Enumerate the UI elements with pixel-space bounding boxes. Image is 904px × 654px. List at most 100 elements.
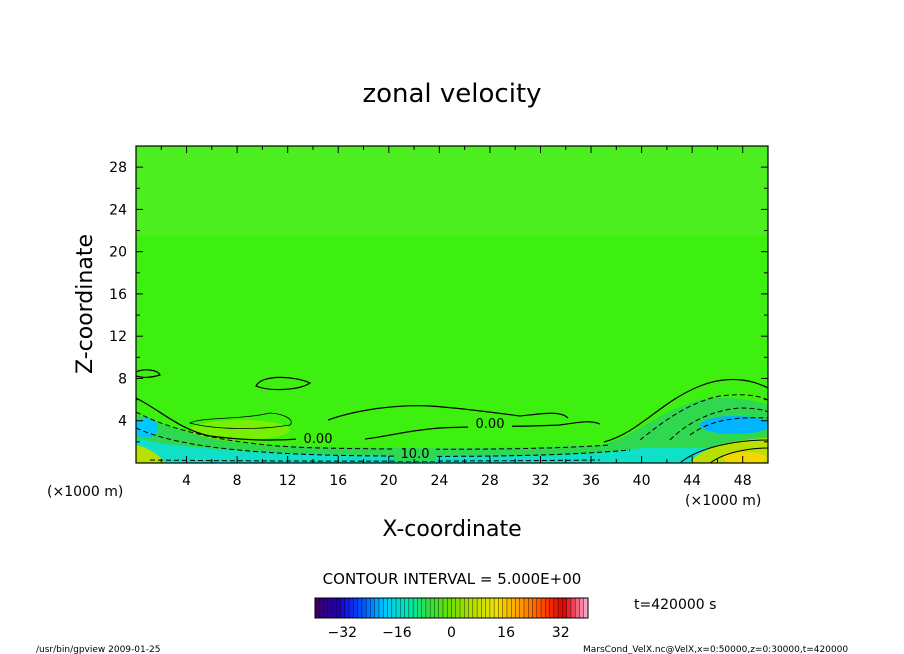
x-tick-label: 20 — [380, 473, 398, 489]
colorbar-segment — [524, 598, 529, 618]
colorbar-tick-label: 32 — [552, 625, 570, 641]
y-tick-label: 28 — [109, 160, 127, 176]
x-tick-label: 16 — [329, 473, 347, 489]
x-tick-label: 28 — [481, 473, 499, 489]
colorbar-segment — [468, 598, 474, 618]
colorbar-segment — [541, 598, 546, 618]
colorbar-segment — [417, 598, 422, 618]
colorbar-segment — [566, 598, 572, 618]
contour-label-bg-2 — [468, 418, 512, 431]
colorbar-segment — [349, 598, 354, 618]
colorbar-segment — [562, 598, 567, 618]
x-tick-label: 12 — [279, 473, 297, 489]
contour-field: 0.00 0.00 10.0 — [136, 146, 768, 463]
x-tick-label: 40 — [633, 473, 651, 489]
y-tick-label: 24 — [109, 202, 127, 218]
colorbar-segment — [489, 598, 495, 618]
colorbar-segment — [366, 598, 371, 618]
colorbar-segment — [447, 598, 452, 618]
contour-label-2: 0.00 — [476, 417, 505, 432]
colorbar-segment — [549, 598, 555, 618]
colorbar-segment — [455, 598, 461, 618]
contour-label-bg-3 — [394, 448, 436, 461]
colorbar-segment — [460, 598, 465, 618]
y-tick-label: 8 — [118, 371, 127, 387]
colorbar-segment — [332, 598, 337, 618]
colorbar-segment — [434, 598, 440, 618]
colorbar-segment — [477, 598, 482, 618]
footer-right: MarsCond_VelX.nc@VelX,x=0:50000,z=0:3000… — [583, 645, 848, 654]
colorbar-segment — [340, 598, 346, 618]
jet-core-right — [700, 416, 768, 434]
jet-core-left — [136, 418, 158, 438]
pos-contour-right — [679, 439, 768, 463]
colorbar-segment — [502, 598, 508, 618]
chart-title: zonal velocity — [362, 79, 541, 109]
y-tick-label: 20 — [109, 245, 127, 261]
colorbar — [314, 598, 589, 618]
colorbar-segment — [558, 598, 563, 618]
neg-contour-15 — [149, 459, 601, 462]
colorbar-segment — [353, 598, 358, 618]
positive-core-right — [723, 452, 767, 463]
colorbar-segment — [494, 598, 499, 618]
warm-patch-left — [190, 420, 290, 440]
colorbar-segment — [315, 598, 320, 618]
footer-left: /usr/bin/gpview 2009-01-25 — [36, 645, 160, 654]
contour-interval-text: CONTOUR INTERVAL = 5.000E+00 — [323, 570, 582, 588]
neg-contour-right-1 — [639, 394, 768, 441]
colorbar-segment — [511, 598, 516, 618]
colorbar-segment — [519, 598, 525, 618]
colorbar-segment — [583, 598, 589, 618]
colorbar-segment — [404, 598, 410, 618]
colorbar-segment — [472, 598, 478, 618]
colorbar-segment — [387, 598, 393, 618]
colorbar-segment — [336, 598, 341, 618]
contour-label-bg-1 — [296, 432, 340, 446]
zero-contour-upper — [327, 405, 569, 421]
positive-region-bottom-left — [136, 445, 165, 463]
colorbar-segment — [374, 598, 380, 618]
y-tick-label: 16 — [109, 287, 127, 303]
x-axis-unit-left: (×1000 m) — [47, 484, 123, 500]
colorbar-segment — [413, 598, 418, 618]
zero-contour-right — [603, 378, 768, 443]
colorbar-tick-label: 0 — [447, 625, 456, 641]
x-tick-label: 4 — [182, 473, 191, 489]
colorbar-frame — [314, 597, 589, 619]
colorbar-segment — [400, 598, 405, 618]
colorbar-segment — [383, 598, 388, 618]
colorbar-segment — [327, 598, 333, 618]
colorbar-tick-label: −32 — [328, 625, 358, 641]
x-tick-label: 24 — [430, 473, 448, 489]
plot-frame — [135, 145, 769, 464]
colorbar-segment — [528, 598, 533, 618]
colorbar-segment — [506, 598, 512, 618]
colorbar-segment — [344, 598, 350, 618]
colorbar-segment — [361, 598, 367, 618]
colorbar-segment — [438, 598, 444, 618]
y-axis-label: Z-coordinate — [73, 234, 98, 374]
colorbar-tick-label: 16 — [497, 625, 515, 641]
colorbar-segment — [425, 598, 431, 618]
zero-contour-bump — [255, 376, 312, 391]
time-text: t=420000 s — [634, 597, 716, 613]
colorbar-segment — [553, 598, 559, 618]
x-axis-label: X-coordinate — [382, 517, 521, 542]
colorbar-segment — [421, 598, 427, 618]
negative-region-bottom-strong — [136, 438, 768, 463]
x-tick-label: 48 — [734, 473, 752, 489]
zero-contour-left-blip — [136, 369, 161, 378]
y-tick-label: 12 — [109, 329, 127, 345]
neg-contour-5 — [136, 411, 611, 450]
colorbar-segment — [481, 598, 486, 618]
positive-contour-left — [188, 412, 292, 429]
colorbar-segment — [570, 598, 576, 618]
contour-label-3: 10.0 — [401, 447, 430, 462]
x-tick-label: 32 — [532, 473, 550, 489]
upper-green-band — [136, 146, 768, 236]
colorbar-segment — [498, 598, 503, 618]
colorbar-segment — [536, 598, 542, 618]
colorbar-segment — [378, 598, 384, 618]
colorbar-segment — [515, 598, 521, 618]
